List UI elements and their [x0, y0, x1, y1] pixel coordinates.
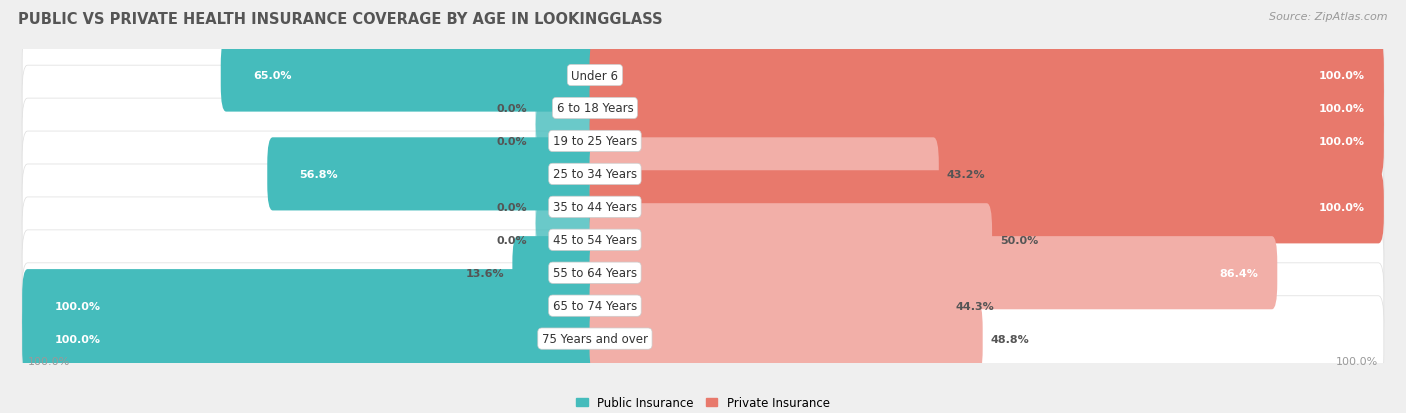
Text: Source: ZipAtlas.com: Source: ZipAtlas.com — [1270, 12, 1388, 22]
Text: PUBLIC VS PRIVATE HEALTH INSURANCE COVERAGE BY AGE IN LOOKINGGLASS: PUBLIC VS PRIVATE HEALTH INSURANCE COVER… — [18, 12, 662, 27]
Text: 86.4%: 86.4% — [1219, 268, 1258, 278]
FancyBboxPatch shape — [589, 237, 1277, 309]
Text: 43.2%: 43.2% — [946, 169, 986, 179]
FancyBboxPatch shape — [22, 263, 1384, 349]
Text: 0.0%: 0.0% — [496, 235, 527, 245]
FancyBboxPatch shape — [267, 138, 600, 211]
FancyBboxPatch shape — [22, 296, 1384, 382]
FancyBboxPatch shape — [589, 72, 1384, 145]
FancyBboxPatch shape — [536, 204, 600, 277]
Text: 100.0%: 100.0% — [1336, 356, 1378, 366]
FancyBboxPatch shape — [22, 99, 1384, 184]
Text: Under 6: Under 6 — [571, 69, 619, 82]
Legend: Public Insurance, Private Insurance: Public Insurance, Private Insurance — [571, 392, 835, 413]
Text: 65 to 74 Years: 65 to 74 Years — [553, 299, 637, 312]
FancyBboxPatch shape — [589, 204, 993, 277]
Text: 100.0%: 100.0% — [55, 334, 101, 344]
FancyBboxPatch shape — [221, 39, 600, 112]
Text: 35 to 44 Years: 35 to 44 Years — [553, 201, 637, 214]
Text: 100.0%: 100.0% — [1319, 137, 1365, 147]
Text: 100.0%: 100.0% — [1319, 104, 1365, 114]
FancyBboxPatch shape — [22, 132, 1384, 217]
Text: 100.0%: 100.0% — [28, 356, 70, 366]
FancyBboxPatch shape — [536, 105, 600, 178]
FancyBboxPatch shape — [589, 138, 939, 211]
Text: 45 to 54 Years: 45 to 54 Years — [553, 234, 637, 247]
Text: 100.0%: 100.0% — [1319, 71, 1365, 81]
Text: 25 to 34 Years: 25 to 34 Years — [553, 168, 637, 181]
FancyBboxPatch shape — [589, 39, 1384, 112]
Text: 100.0%: 100.0% — [1319, 202, 1365, 212]
Text: 0.0%: 0.0% — [496, 137, 527, 147]
FancyBboxPatch shape — [22, 230, 1384, 316]
Text: 55 to 64 Years: 55 to 64 Years — [553, 266, 637, 280]
FancyBboxPatch shape — [536, 72, 600, 145]
Text: 100.0%: 100.0% — [55, 301, 101, 311]
Text: 65.0%: 65.0% — [253, 71, 291, 81]
FancyBboxPatch shape — [22, 165, 1384, 250]
FancyBboxPatch shape — [22, 66, 1384, 152]
Text: 0.0%: 0.0% — [496, 104, 527, 114]
FancyBboxPatch shape — [22, 197, 1384, 283]
Text: 50.0%: 50.0% — [1000, 235, 1039, 245]
Text: 48.8%: 48.8% — [991, 334, 1029, 344]
FancyBboxPatch shape — [22, 302, 600, 375]
FancyBboxPatch shape — [589, 269, 948, 342]
FancyBboxPatch shape — [22, 269, 600, 342]
Text: 19 to 25 Years: 19 to 25 Years — [553, 135, 637, 148]
Text: 75 Years and over: 75 Years and over — [541, 332, 648, 345]
Text: 44.3%: 44.3% — [956, 301, 994, 311]
FancyBboxPatch shape — [22, 33, 1384, 119]
FancyBboxPatch shape — [589, 105, 1384, 178]
Text: 6 to 18 Years: 6 to 18 Years — [557, 102, 633, 115]
Text: 0.0%: 0.0% — [496, 202, 527, 212]
FancyBboxPatch shape — [589, 302, 983, 375]
FancyBboxPatch shape — [589, 171, 1384, 244]
FancyBboxPatch shape — [512, 237, 600, 309]
Text: 13.6%: 13.6% — [465, 268, 505, 278]
FancyBboxPatch shape — [536, 171, 600, 244]
Text: 56.8%: 56.8% — [299, 169, 339, 179]
